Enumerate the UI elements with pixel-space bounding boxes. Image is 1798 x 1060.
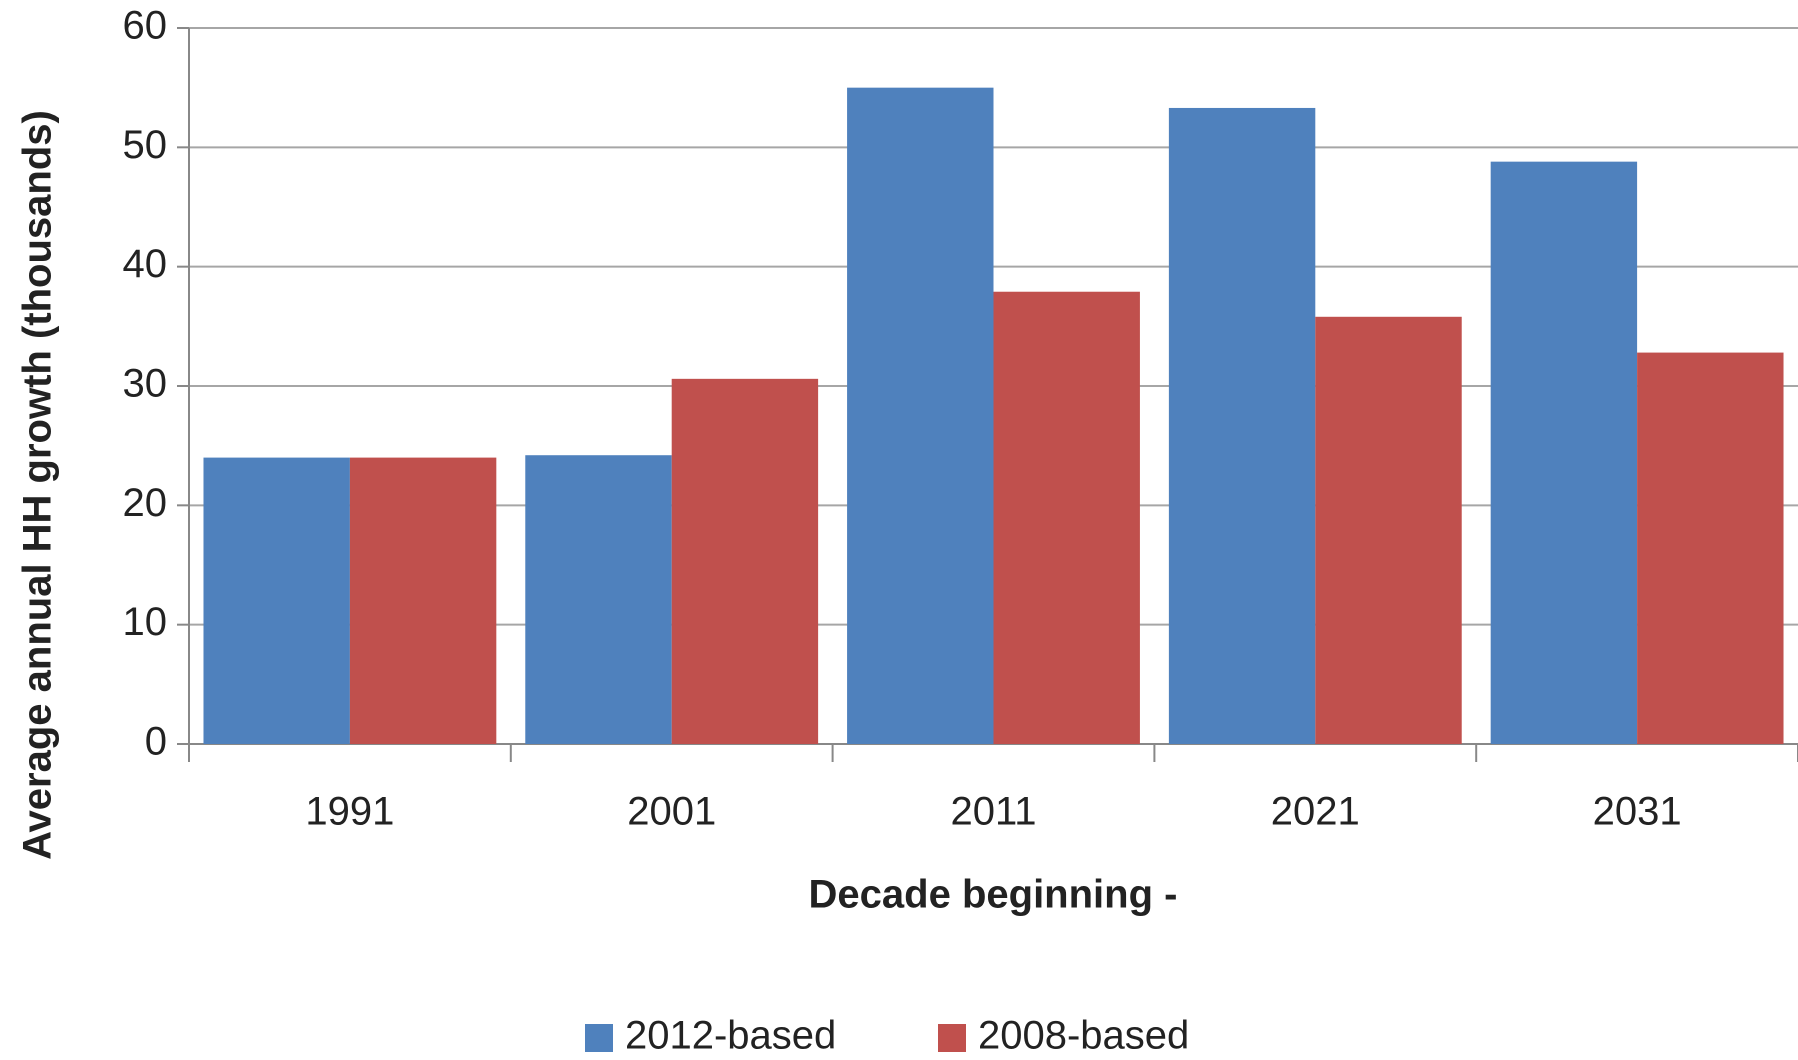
- y-tick-label: 60: [123, 4, 168, 48]
- y-tick-label: 0: [145, 720, 167, 764]
- bar: [1637, 352, 1784, 744]
- legend-swatch: [938, 1024, 966, 1052]
- bar: [847, 87, 994, 744]
- y-tick-label: 50: [123, 123, 168, 167]
- legend-swatch: [585, 1024, 613, 1052]
- bar: [1315, 316, 1462, 744]
- bar: [203, 457, 350, 744]
- bar: [525, 455, 672, 744]
- y-tick-label: 30: [123, 362, 168, 406]
- x-tick-label: 2031: [1593, 790, 1682, 834]
- y-axis-title: Average annual HH growth (thousands): [16, 110, 60, 860]
- x-axis-title: Decade beginning -: [809, 873, 1178, 917]
- x-tick-label: 1991: [305, 790, 394, 834]
- x-tick-label: 2011: [950, 790, 1036, 834]
- bar: [671, 378, 819, 744]
- bar: [349, 457, 497, 744]
- legend-label: 2008-based: [978, 1014, 1189, 1058]
- bar: [1490, 161, 1638, 745]
- x-tick-label: 2021: [1271, 790, 1360, 834]
- y-tick-label: 10: [123, 600, 168, 644]
- legend-label: 2012-based: [625, 1014, 836, 1058]
- bar: [1168, 107, 1316, 745]
- bar: [993, 291, 1140, 744]
- y-tick-label: 20: [123, 481, 168, 525]
- x-tick-label: 2001: [627, 790, 716, 834]
- y-tick-label: 40: [123, 242, 168, 286]
